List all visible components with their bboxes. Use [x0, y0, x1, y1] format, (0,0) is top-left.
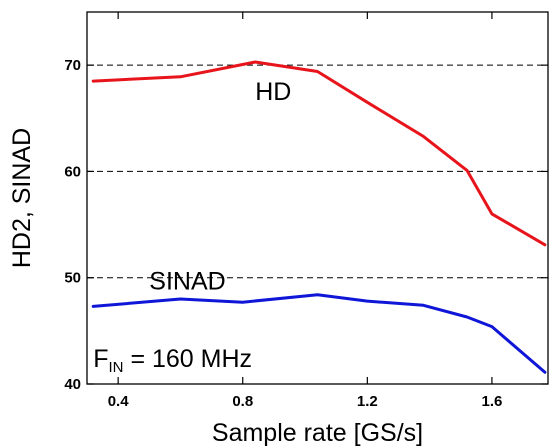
fin-subscript: IN [109, 359, 124, 376]
x-tick-label: 0.8 [232, 393, 253, 410]
y-tick-label: 60 [64, 163, 81, 180]
x-tick-label: 1.2 [357, 393, 378, 410]
fin-main: F [93, 345, 108, 373]
y-tick-label: 50 [64, 270, 81, 287]
hd-series-line [93, 62, 545, 245]
y-tick-label: 40 [64, 376, 81, 393]
sinad-annotation: SINAD [149, 267, 225, 295]
fin-annotation: FIN = 160 MHz [93, 345, 252, 376]
y-axis-label: HD2, SINAD [8, 128, 36, 268]
x-tick-label: 1.6 [482, 393, 503, 410]
grid-lines [87, 65, 548, 278]
y-tick-label: 70 [64, 57, 81, 74]
plot-area-frame [87, 12, 548, 384]
hd-annotation: HD [255, 78, 291, 106]
x-tick-label: 0.4 [108, 393, 130, 410]
fin-rest: = 160 MHz [124, 345, 253, 373]
series-lines [93, 62, 545, 372]
x-axis-label: Sample rate [GS/s] [212, 419, 423, 447]
